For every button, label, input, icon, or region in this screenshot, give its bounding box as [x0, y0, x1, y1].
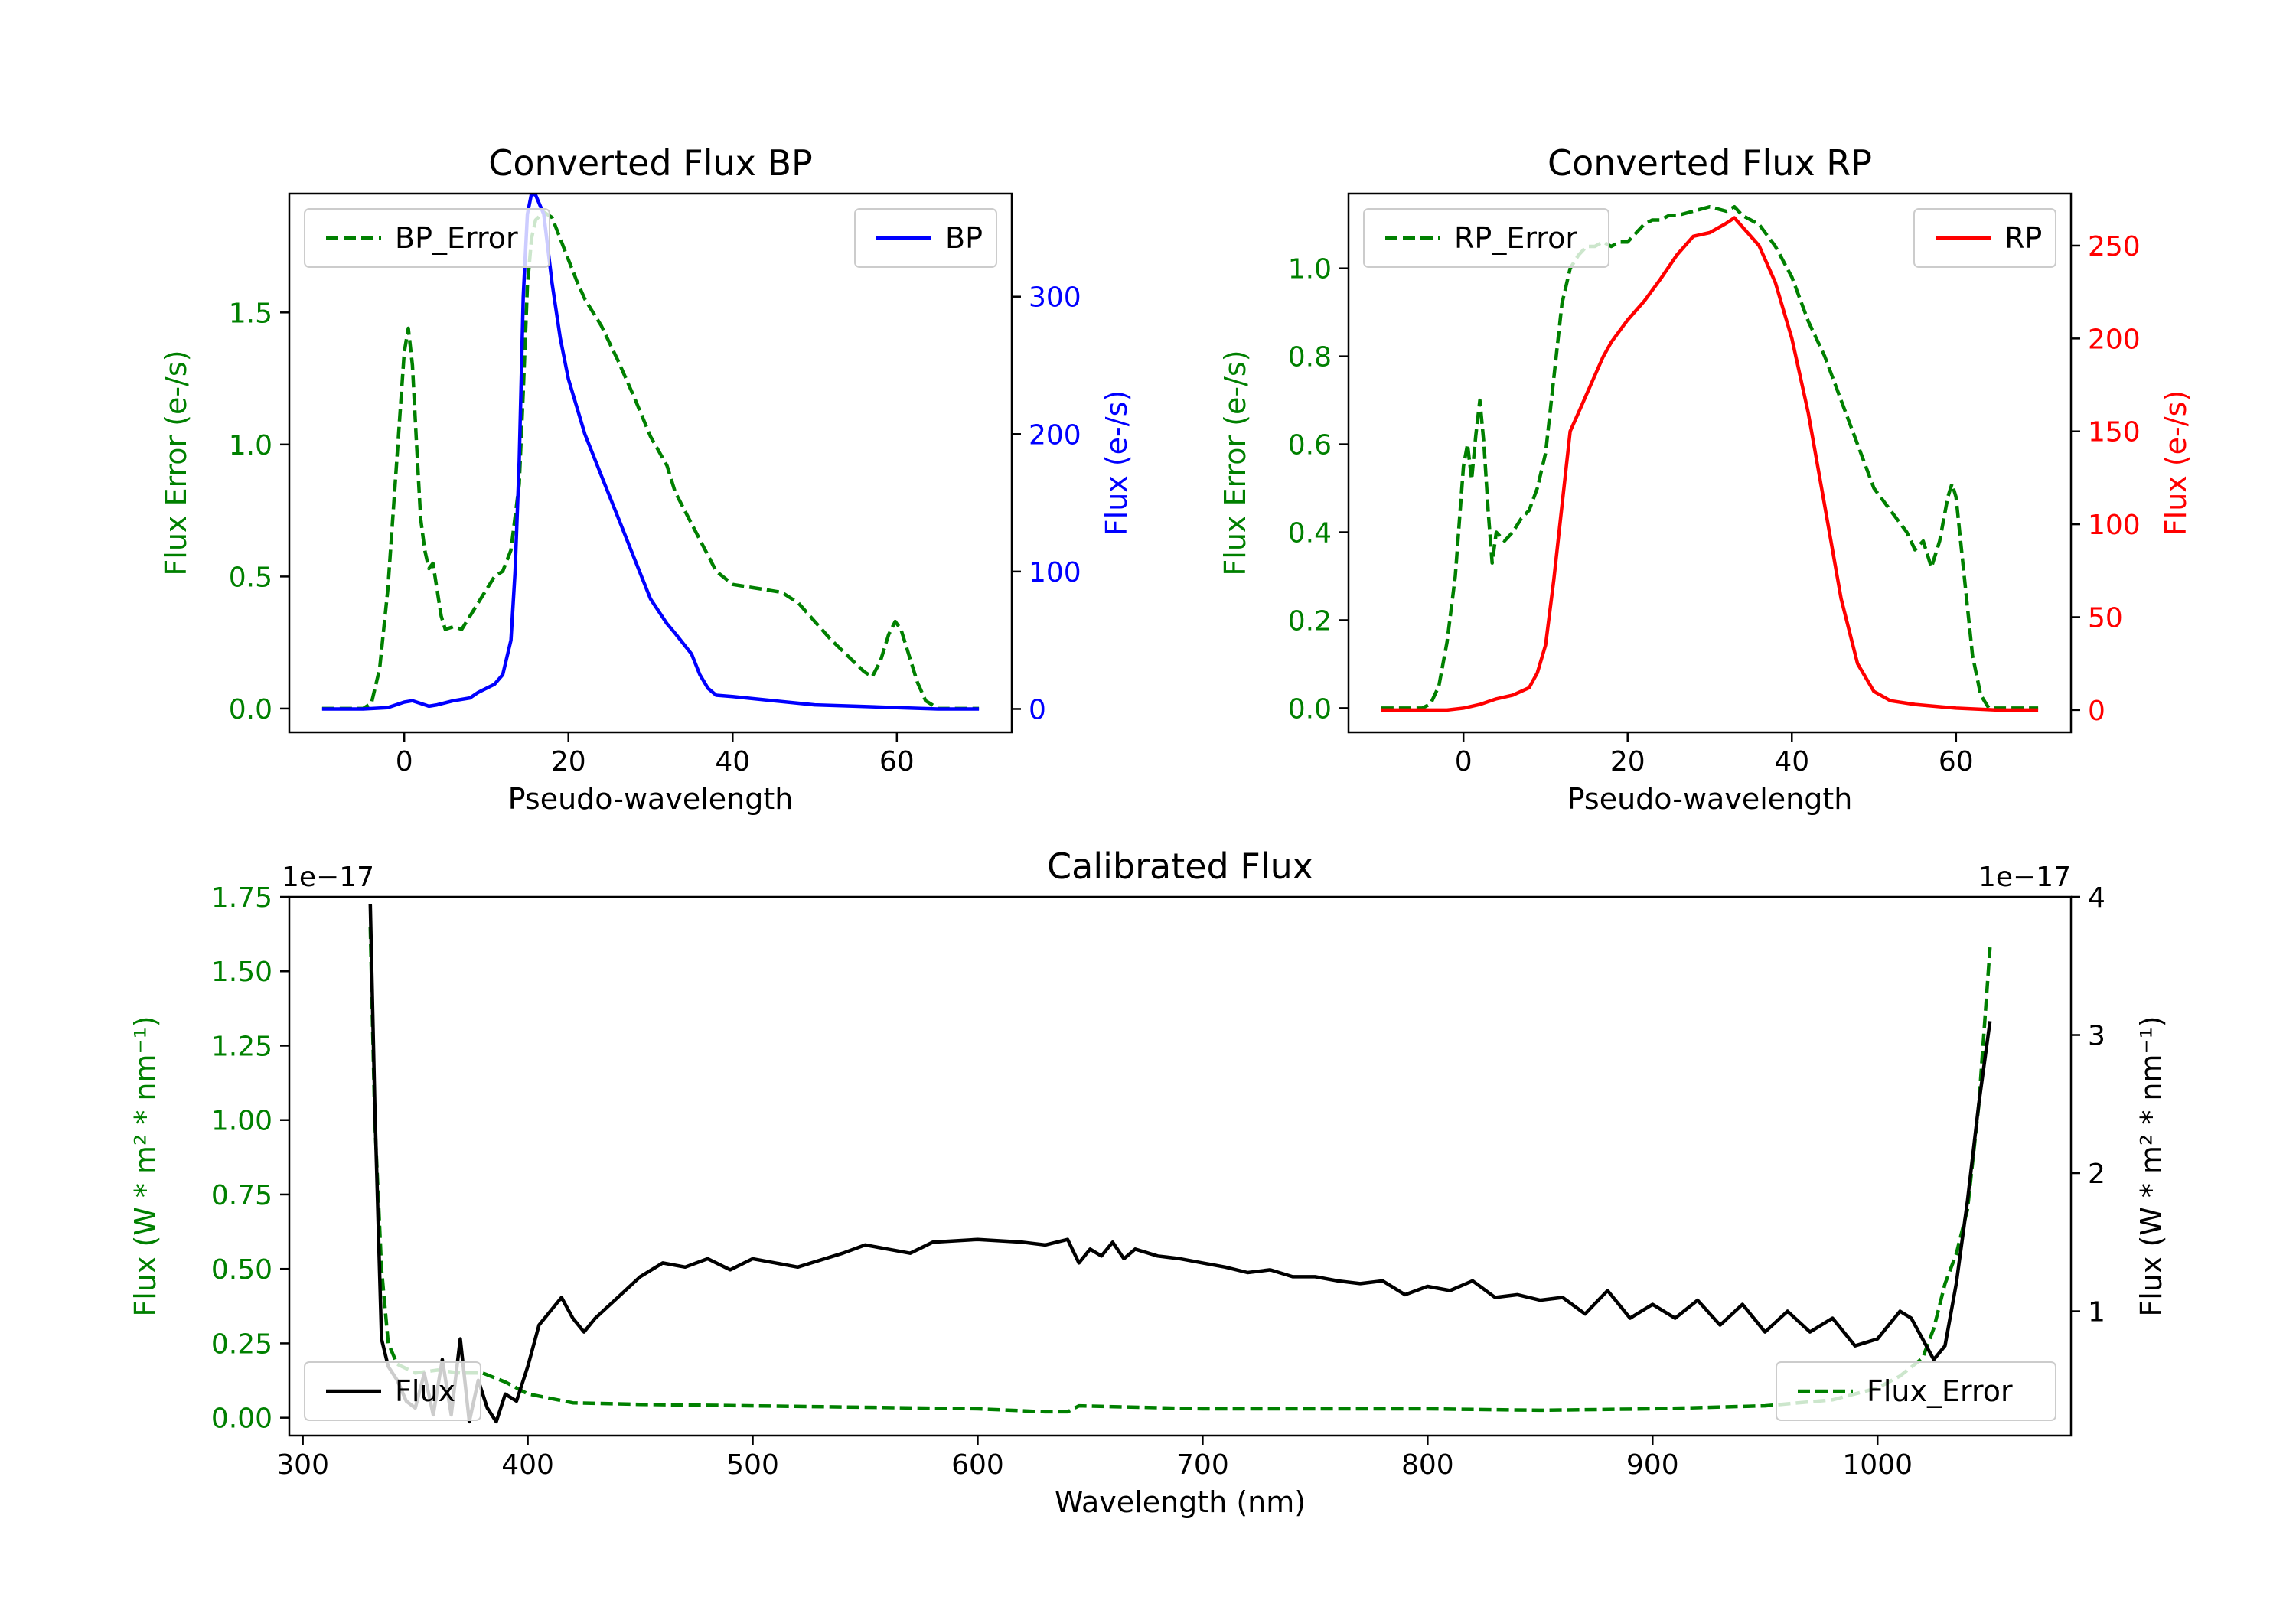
left-y-axis-label: Flux Error (e-/s): [1218, 350, 1252, 575]
left-y-tick-label: 0.00: [211, 1403, 272, 1435]
left-y-tick-label: 0.5: [229, 562, 272, 593]
right-y-tick-label: 0: [2088, 696, 2105, 727]
series-line-bp: [321, 194, 980, 711]
x-tick-label: 60: [879, 746, 915, 777]
right-y-tick-label: 2: [2088, 1159, 2105, 1190]
series-line-flux: [368, 903, 1992, 1424]
right-y-tick-label: 4: [2088, 882, 2105, 914]
right-y-tick-label: 250: [2088, 231, 2141, 262]
x-axis-label: Pseudo-wavelength: [508, 782, 794, 816]
legend-box: [1363, 208, 1609, 268]
x-tick-label: 20: [1610, 746, 1645, 777]
right-y-axis-label: Flux (e-/s): [2159, 390, 2193, 536]
panel-bp: 0 20 40 60 0.0 0.5 1.0 1.5 0 100 200 300 Converted F…: [159, 142, 1133, 816]
legend-box: [1776, 1361, 2056, 1421]
legend-flux-error: Flux_Error: [1776, 1361, 2056, 1421]
legend-box: [304, 1361, 481, 1421]
right-y-tick-label: 0: [1029, 694, 1046, 725]
panel-rp: 0 20 40 60 0.0 0.2 0.4 0.6 0.8 1.0 0 50 100 150 200 250…: [1218, 142, 2193, 816]
right-y-tick-label: 3: [2088, 1021, 2105, 1052]
legend-box: [304, 208, 550, 268]
plot-frame: [288, 895, 2073, 1437]
left-y-axis-label: Flux (W * m² * nm⁻¹): [129, 1015, 162, 1316]
x-tick-label: 800: [1401, 1449, 1454, 1481]
legend-label: BP: [945, 221, 983, 255]
x-tick-label: 0: [396, 746, 413, 777]
chart-title: Calibrated Flux: [1047, 846, 1313, 887]
legend-label: RP_Error: [1454, 221, 1577, 255]
chart-title: Converted Flux RP: [1548, 142, 1872, 184]
right-y-tick-label: 150: [2088, 417, 2141, 448]
right-y-tick-label: 100: [1029, 557, 1081, 588]
x-tick-label: 500: [726, 1449, 779, 1481]
left-y-tick-label: 1.0: [1288, 254, 1332, 285]
right-y-tick-label: 50: [2088, 602, 2123, 634]
left-y-tick-label: 0.75: [211, 1180, 272, 1211]
left-axis-offset: 1e−17: [282, 862, 374, 893]
right-axis-offset: 1e−17: [1978, 862, 2071, 893]
panel-calibrated: 300 400 500 600 700 800 900 1000 0.00 0.25 0.50 0.7…: [129, 846, 2168, 1519]
right-y-tick-label: 100: [2088, 510, 2141, 541]
legend-label: Flux_Error: [1867, 1374, 2013, 1408]
left-y-tick-label: 0.6: [1288, 430, 1332, 461]
series-line-flux-error: [368, 926, 1992, 1414]
left-y-tick-label: 0.25: [211, 1328, 272, 1360]
left-y-tick-label: 0.0: [1288, 693, 1332, 725]
x-tick-label: 40: [715, 746, 750, 777]
legend-bp: BP: [854, 208, 997, 268]
x-tick-label: 1000: [1842, 1449, 1913, 1481]
legend-rp-error: RP_Error: [1363, 208, 1609, 268]
right-y-tick-label: 200: [2088, 324, 2141, 355]
right-y-tick-label: 300: [1029, 282, 1081, 314]
legend-bp-error: BP_Error: [304, 208, 550, 268]
x-tick-label: 300: [276, 1449, 329, 1481]
right-y-axis-label: Flux (W * m² * nm⁻¹): [2135, 1015, 2168, 1316]
x-tick-label: 20: [551, 746, 586, 777]
series-line-rp-error: [1381, 204, 2039, 710]
chart-title: Converted Flux BP: [488, 142, 813, 184]
left-y-tick-label: 1.50: [211, 957, 272, 988]
series-line-bp-error: [321, 210, 980, 711]
left-y-tick-label: 1.25: [211, 1031, 272, 1062]
plot-frame: [1347, 192, 2073, 734]
right-y-tick-label: 1: [2088, 1297, 2105, 1328]
left-y-tick-label: 0.2: [1288, 605, 1332, 637]
left-y-tick-label: 1.5: [229, 298, 272, 329]
right-y-axis-label: Flux (e-/s): [1100, 390, 1133, 536]
plot-frame: [288, 192, 1013, 734]
left-y-tick-label: 0.0: [229, 694, 272, 725]
legend-rp: RP: [1913, 208, 2056, 268]
x-axis-label: Pseudo-wavelength: [1567, 782, 1853, 816]
left-y-tick-label: 1.0: [229, 430, 272, 461]
x-tick-label: 0: [1455, 746, 1473, 777]
left-y-tick-label: 0.50: [211, 1254, 272, 1286]
left-y-tick-label: 0.4: [1288, 518, 1332, 549]
x-tick-label: 700: [1176, 1449, 1229, 1481]
right-y-tick-label: 200: [1029, 419, 1081, 451]
x-tick-label: 60: [1939, 746, 1974, 777]
legend-flux: Flux: [304, 1361, 481, 1421]
x-axis-label: Wavelength (nm): [1055, 1485, 1306, 1519]
legend-label: RP: [2004, 221, 2042, 255]
left-y-tick-label: 1.00: [211, 1106, 272, 1137]
legend-label: BP_Error: [395, 221, 518, 255]
x-tick-label: 900: [1626, 1449, 1679, 1481]
x-tick-label: 400: [501, 1449, 554, 1481]
left-y-axis-label: Flux Error (e-/s): [159, 350, 193, 575]
x-tick-label: 40: [1774, 746, 1809, 777]
x-tick-label: 600: [951, 1449, 1004, 1481]
series-line-rp: [1381, 216, 2039, 712]
left-y-tick-label: 0.8: [1288, 342, 1332, 373]
left-y-tick-label: 1.75: [211, 882, 272, 914]
legend-label: Flux: [395, 1374, 455, 1408]
